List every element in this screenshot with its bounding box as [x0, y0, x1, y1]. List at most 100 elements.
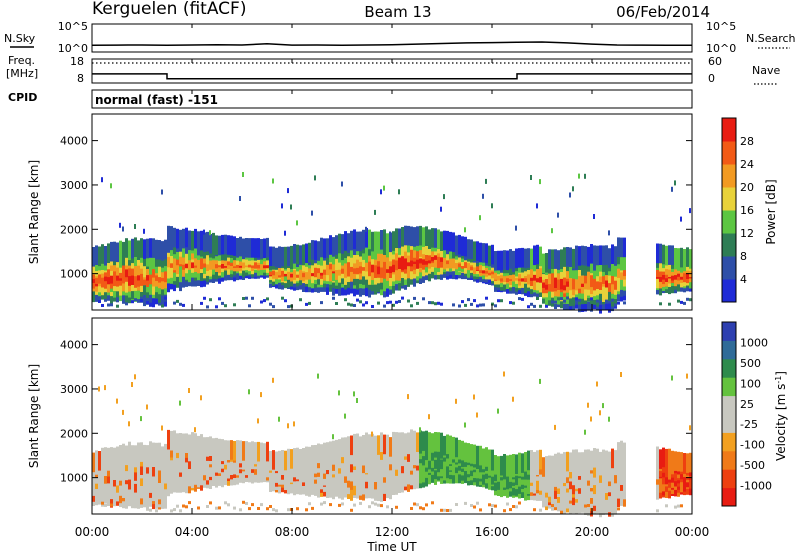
echo-cell — [131, 382, 133, 387]
echo-cell — [485, 243, 488, 263]
colorbar-tick-label: 20 — [740, 181, 754, 194]
x-tick-label: 20:00 — [575, 525, 610, 539]
colorbar-segment — [722, 233, 736, 257]
noise-left-tick-top: 10^5 — [58, 20, 88, 33]
power-colorbar: 4 8 12 16 20 24 28 — [721, 117, 754, 303]
echo-cell — [92, 452, 95, 473]
echo-cell — [593, 458, 596, 478]
echo-cell — [686, 247, 689, 267]
echo-cell — [242, 238, 245, 259]
colorbar-tick-label: 12 — [740, 227, 754, 240]
echo-cell — [455, 503, 458, 506]
echo-cell — [434, 432, 437, 452]
echo-cell — [302, 448, 305, 468]
echo-cell — [479, 242, 482, 263]
echo-cell — [101, 244, 104, 264]
echo-cell — [614, 450, 617, 470]
echo-cell — [563, 247, 566, 267]
frequency-panel: Freq. [MHz] 18 8 60 0 Nave — [6, 54, 780, 85]
echo-cell — [494, 455, 497, 475]
echo-cell — [347, 302, 350, 306]
echo-cell — [389, 231, 391, 237]
echo-cell — [389, 437, 392, 457]
echo-cell — [608, 230, 610, 236]
echo-cell — [245, 502, 248, 505]
echo-cell — [599, 245, 602, 265]
echo-cell — [521, 247, 524, 268]
echo-cell — [209, 501, 212, 505]
echo-cell — [110, 503, 113, 507]
echo-cell — [245, 238, 248, 258]
echo-cell — [470, 504, 473, 507]
echo-cell — [149, 238, 152, 258]
echo-cell — [506, 502, 509, 506]
echo-cell — [464, 236, 467, 257]
echo-cell — [482, 193, 484, 199]
echo-cell — [533, 245, 536, 266]
echo-cell — [416, 432, 419, 452]
echo-cell — [569, 247, 572, 267]
echo-cell — [296, 507, 299, 511]
echo-cell — [350, 303, 353, 307]
echo-cell — [440, 206, 442, 212]
echo-cell — [608, 509, 611, 513]
colorbar-tick-label: 28 — [740, 135, 754, 148]
echo-cell — [425, 430, 428, 451]
echo-cell — [305, 243, 308, 264]
echo-cell — [107, 503, 110, 506]
echo-cell — [314, 175, 316, 181]
echo-cell — [299, 449, 302, 469]
echo-cell — [515, 505, 518, 509]
echo-cell — [464, 227, 466, 233]
echo-cell — [398, 432, 401, 452]
echo-cell — [497, 250, 500, 271]
echo-cell — [203, 232, 206, 252]
echo-cell — [284, 230, 286, 236]
echo-cell — [455, 437, 458, 458]
noise-left-tick-bottom: 10^0 — [58, 42, 88, 55]
echo-cell — [680, 216, 682, 222]
echo-cell — [551, 455, 554, 476]
echo-cell — [509, 249, 512, 269]
echo-cell — [569, 500, 572, 504]
echo-cell — [140, 416, 142, 422]
echo-cell — [401, 296, 404, 300]
echo-cell — [173, 301, 176, 305]
echo-cell — [539, 179, 541, 185]
echo-cell — [563, 299, 566, 303]
echo-cell — [494, 504, 497, 508]
echo-cell — [311, 445, 314, 465]
echo-cell — [341, 502, 344, 506]
echo-cell — [545, 304, 548, 308]
echo-cell — [578, 504, 581, 508]
echo-cell — [251, 238, 254, 258]
echo-cell — [410, 226, 413, 247]
echo-cell — [365, 226, 367, 232]
x-tick-label: 00:00 — [675, 525, 710, 539]
colorbar-tick-label: 25 — [740, 398, 754, 411]
echo-cell — [245, 296, 248, 300]
echo-cell — [392, 431, 395, 452]
echo-cell — [503, 371, 505, 377]
echo-cell — [494, 304, 497, 308]
echo-cell — [518, 452, 521, 473]
echo-cell — [128, 421, 130, 427]
colorbar-tick-label: -100 — [740, 439, 765, 452]
echo-cell — [590, 297, 593, 301]
colorbar-segment — [722, 469, 736, 489]
echo-cell — [410, 429, 413, 449]
echo-cell — [371, 431, 373, 437]
echo-cell — [257, 418, 259, 424]
echo-cell — [152, 501, 155, 505]
echo-cell — [179, 302, 182, 306]
echo-cell — [611, 448, 614, 469]
echo-cell — [110, 447, 113, 467]
echo-cell — [572, 186, 574, 192]
echo-cell — [428, 432, 431, 452]
echo-cell — [224, 234, 227, 255]
echo-cell — [101, 177, 103, 183]
echo-cell — [134, 298, 137, 302]
echo-cell — [170, 430, 173, 451]
echo-cell — [311, 240, 314, 260]
